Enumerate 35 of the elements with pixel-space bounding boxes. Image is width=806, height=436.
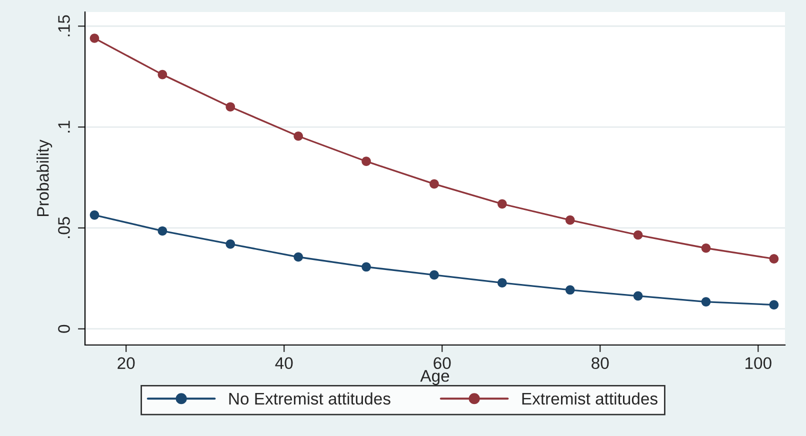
y-axis-title: Probability — [36, 140, 52, 216]
x-tick-label: 40 — [275, 357, 293, 370]
point — [226, 239, 236, 249]
legend-label: No Extremist attitudes — [229, 392, 390, 405]
point — [158, 226, 168, 236]
point — [497, 199, 507, 209]
y-tick-label: .15 — [58, 15, 70, 36]
x-tick-label: 100 — [746, 357, 772, 370]
point — [294, 252, 303, 262]
point — [565, 215, 575, 225]
point — [90, 210, 100, 220]
point — [430, 270, 439, 280]
x-tick-label: 20 — [118, 357, 135, 370]
point — [633, 230, 643, 240]
point — [769, 300, 779, 310]
y-tick-label: .1 — [58, 120, 70, 132]
point — [633, 291, 643, 301]
point — [158, 70, 168, 80]
point — [701, 297, 711, 306]
x-tick-label: 80 — [592, 357, 609, 370]
y-tick-label: .05 — [58, 217, 70, 238]
point — [565, 285, 575, 295]
point — [362, 156, 371, 166]
point — [497, 278, 507, 288]
point — [430, 179, 439, 189]
point — [701, 243, 711, 253]
point — [294, 131, 303, 141]
point — [769, 254, 779, 264]
x-tick-label: 60 — [434, 357, 451, 370]
y-tick-label: 0 — [58, 324, 70, 333]
point — [226, 102, 236, 112]
point — [90, 34, 100, 43]
point — [362, 262, 371, 272]
x-axis-title: Age — [420, 370, 450, 386]
legend-label: Extremist attitudes — [522, 392, 658, 405]
